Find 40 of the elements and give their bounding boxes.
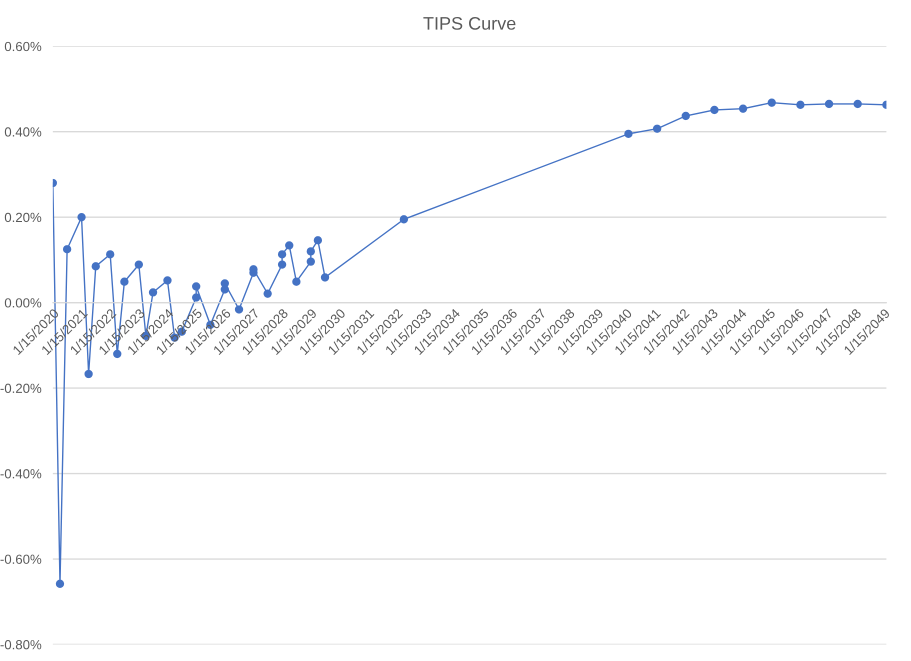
point — [148, 288, 158, 297]
point — [314, 236, 322, 244]
point — [192, 293, 200, 302]
point — [278, 250, 286, 259]
point — [285, 241, 294, 250]
y-tick-label: -0.80% — [0, 640, 42, 650]
point — [306, 247, 315, 256]
point — [682, 112, 690, 120]
point — [652, 124, 662, 133]
point — [824, 100, 834, 108]
point — [62, 245, 72, 254]
y-tick-label: -0.60% — [0, 554, 42, 564]
point — [292, 278, 301, 286]
point — [263, 290, 272, 298]
point — [92, 262, 100, 270]
point — [56, 580, 64, 588]
point — [796, 100, 805, 109]
chart-title: TIPS Curve — [423, 16, 516, 30]
point — [77, 213, 86, 222]
y-tick-label: 0.60% — [4, 42, 42, 52]
y-tick-label: -0.20% — [0, 384, 42, 394]
point — [738, 104, 748, 113]
point — [400, 215, 408, 224]
y-tick-label: 0.00% — [4, 298, 42, 308]
point — [120, 278, 129, 286]
point — [84, 370, 93, 378]
point — [134, 260, 143, 269]
y-tick-label: 0.40% — [4, 127, 42, 137]
point — [768, 98, 776, 107]
point — [192, 282, 200, 291]
point — [306, 257, 315, 266]
y-tick-label: 0.20% — [4, 212, 42, 222]
point — [854, 100, 862, 108]
y-tick-label: -0.40% — [0, 469, 42, 478]
point — [163, 276, 172, 285]
point — [710, 106, 719, 114]
point — [624, 130, 633, 138]
point — [320, 273, 330, 282]
point — [106, 250, 114, 259]
point — [278, 260, 286, 269]
